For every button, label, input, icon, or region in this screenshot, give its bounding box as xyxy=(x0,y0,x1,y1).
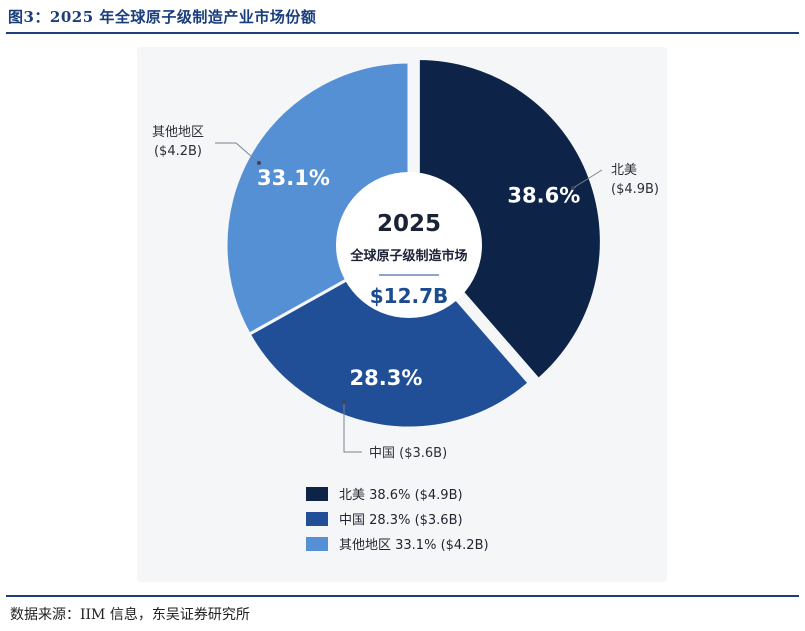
callout-dot-other-regions xyxy=(257,161,261,165)
callout-amount-north-america: ($4.9B) xyxy=(611,182,659,197)
callout-dot-north-america xyxy=(571,186,575,190)
callout-dot-china xyxy=(342,400,346,404)
legend-swatch-other-regions xyxy=(306,537,328,551)
legend-swatch-north-america xyxy=(306,487,328,501)
figure-title: 图3：2025 年全球原子级制造产业市场份额 xyxy=(8,8,317,26)
center-hole xyxy=(336,172,482,318)
legend-label-china: 中国 28.3% ($3.6B) xyxy=(339,513,463,528)
center-subtitle-label: 全球原子级制造市场 xyxy=(349,248,467,264)
callout-amount-other-regions: ($4.2B) xyxy=(154,144,202,159)
source-note: 数据来源：IIM 信息，东吴证券研究所 xyxy=(10,607,250,623)
callout-label-china: 中国 ($3.6B) xyxy=(369,446,447,461)
center-year-label: 2025 xyxy=(377,211,441,237)
top-rule xyxy=(6,32,799,34)
pie-slice-china xyxy=(247,243,531,430)
bottom-rule xyxy=(6,595,799,597)
callout-line-other-regions xyxy=(215,142,260,164)
callout-name-other-regions: 其他地区 xyxy=(152,125,204,140)
callout-name-north-america: 北美 xyxy=(611,163,637,178)
legend-label-north-america: 北美 38.6% ($4.9B) xyxy=(339,488,463,503)
legend-swatch-china xyxy=(306,512,328,526)
legend-label-other-regions: 其他地区 33.1% ($4.2B) xyxy=(339,538,489,553)
callout-line-north-america xyxy=(572,169,603,189)
slice-percent-label-china: 28.3% xyxy=(350,366,423,390)
slice-percent-label-other-regions: 33.1% xyxy=(257,166,330,190)
slice-percent-label-north-america: 38.6% xyxy=(507,184,580,208)
callout-line-china xyxy=(343,402,362,453)
center-total-label: $12.7B xyxy=(370,284,449,308)
